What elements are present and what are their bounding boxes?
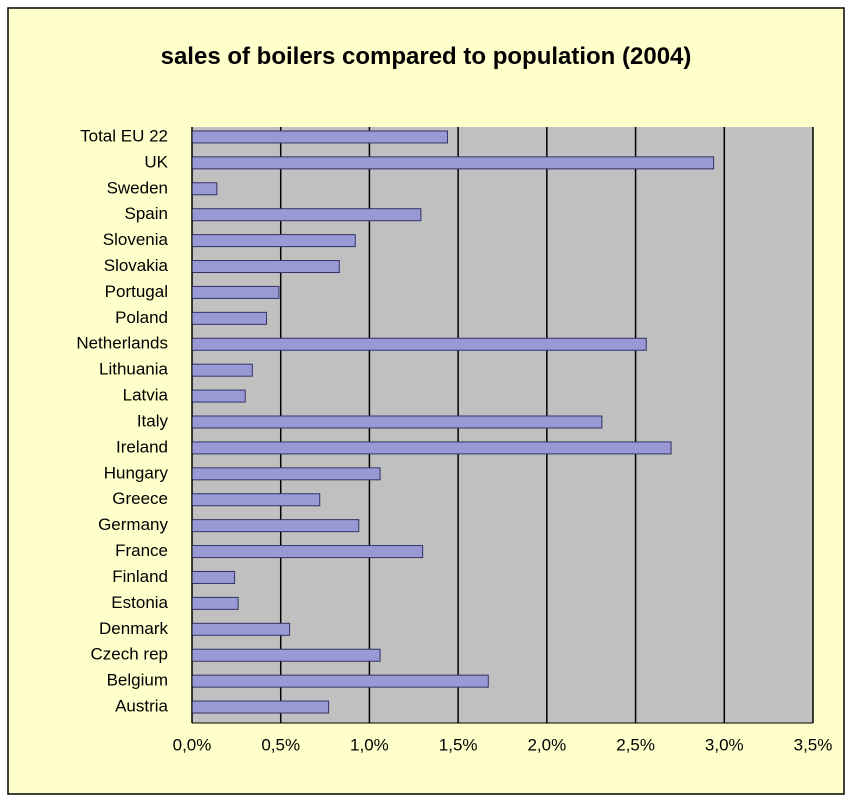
x-tick-label: 3,5% bbox=[794, 735, 833, 754]
y-tick-label: Denmark bbox=[99, 619, 168, 638]
bar bbox=[191, 156, 715, 170]
y-tick-label: Estonia bbox=[111, 593, 168, 612]
bar bbox=[191, 545, 424, 559]
bar bbox=[191, 285, 280, 299]
y-tick-label: Greece bbox=[112, 489, 168, 508]
y-tick-label: Germany bbox=[98, 515, 168, 534]
y-tick-label: UK bbox=[144, 152, 168, 171]
bar bbox=[191, 622, 291, 636]
y-tick-label: Finland bbox=[112, 567, 168, 586]
y-tick-label: Poland bbox=[115, 308, 168, 327]
y-tick-label: Slovakia bbox=[104, 256, 169, 275]
y-tick-label: Belgium bbox=[107, 671, 168, 690]
x-tick-label: 2,0% bbox=[527, 735, 566, 754]
bar bbox=[191, 363, 253, 377]
x-tick-label: 1,0% bbox=[350, 735, 389, 754]
bar bbox=[191, 234, 356, 248]
bar bbox=[191, 130, 448, 144]
y-tick-label: Slovenia bbox=[103, 230, 169, 249]
bar bbox=[191, 519, 360, 533]
y-tick-label: Latvia bbox=[123, 386, 169, 405]
bar bbox=[191, 700, 330, 714]
y-tick-label: Netherlands bbox=[76, 334, 168, 353]
bar bbox=[191, 182, 218, 196]
bar bbox=[191, 441, 672, 455]
y-tick-label: Ireland bbox=[116, 437, 168, 456]
bar bbox=[191, 493, 321, 507]
chart-title: sales of boilers compared to population … bbox=[160, 43, 692, 70]
x-tick-label: 0,5% bbox=[261, 735, 300, 754]
y-tick-label: Lithuania bbox=[99, 360, 169, 379]
y-tick-label: Italy bbox=[137, 411, 169, 430]
y-tick-label: Austria bbox=[115, 697, 168, 716]
bar bbox=[191, 596, 239, 610]
x-tick-label: 3,0% bbox=[705, 735, 744, 754]
y-tick-label: Total EU 22 bbox=[80, 126, 168, 145]
bar bbox=[191, 415, 603, 429]
x-tick-label: 2,5% bbox=[616, 735, 655, 754]
bar bbox=[191, 260, 340, 274]
bar bbox=[191, 389, 246, 403]
bar bbox=[191, 311, 268, 325]
x-tick-label: 1,5% bbox=[439, 735, 478, 754]
bar bbox=[191, 570, 236, 584]
y-tick-label: France bbox=[115, 541, 168, 560]
x-tick-label: 0,0% bbox=[173, 735, 212, 754]
y-tick-label: Czech rep bbox=[91, 645, 168, 664]
y-tick-label: Spain bbox=[125, 204, 168, 223]
y-tick-label: Portugal bbox=[105, 282, 168, 301]
bar bbox=[191, 648, 381, 662]
y-tick-label: Sweden bbox=[107, 178, 168, 197]
bar bbox=[191, 337, 647, 351]
bar bbox=[191, 208, 422, 222]
y-tick-label: Hungary bbox=[104, 463, 169, 482]
bar bbox=[191, 674, 489, 688]
bar bbox=[191, 467, 381, 481]
